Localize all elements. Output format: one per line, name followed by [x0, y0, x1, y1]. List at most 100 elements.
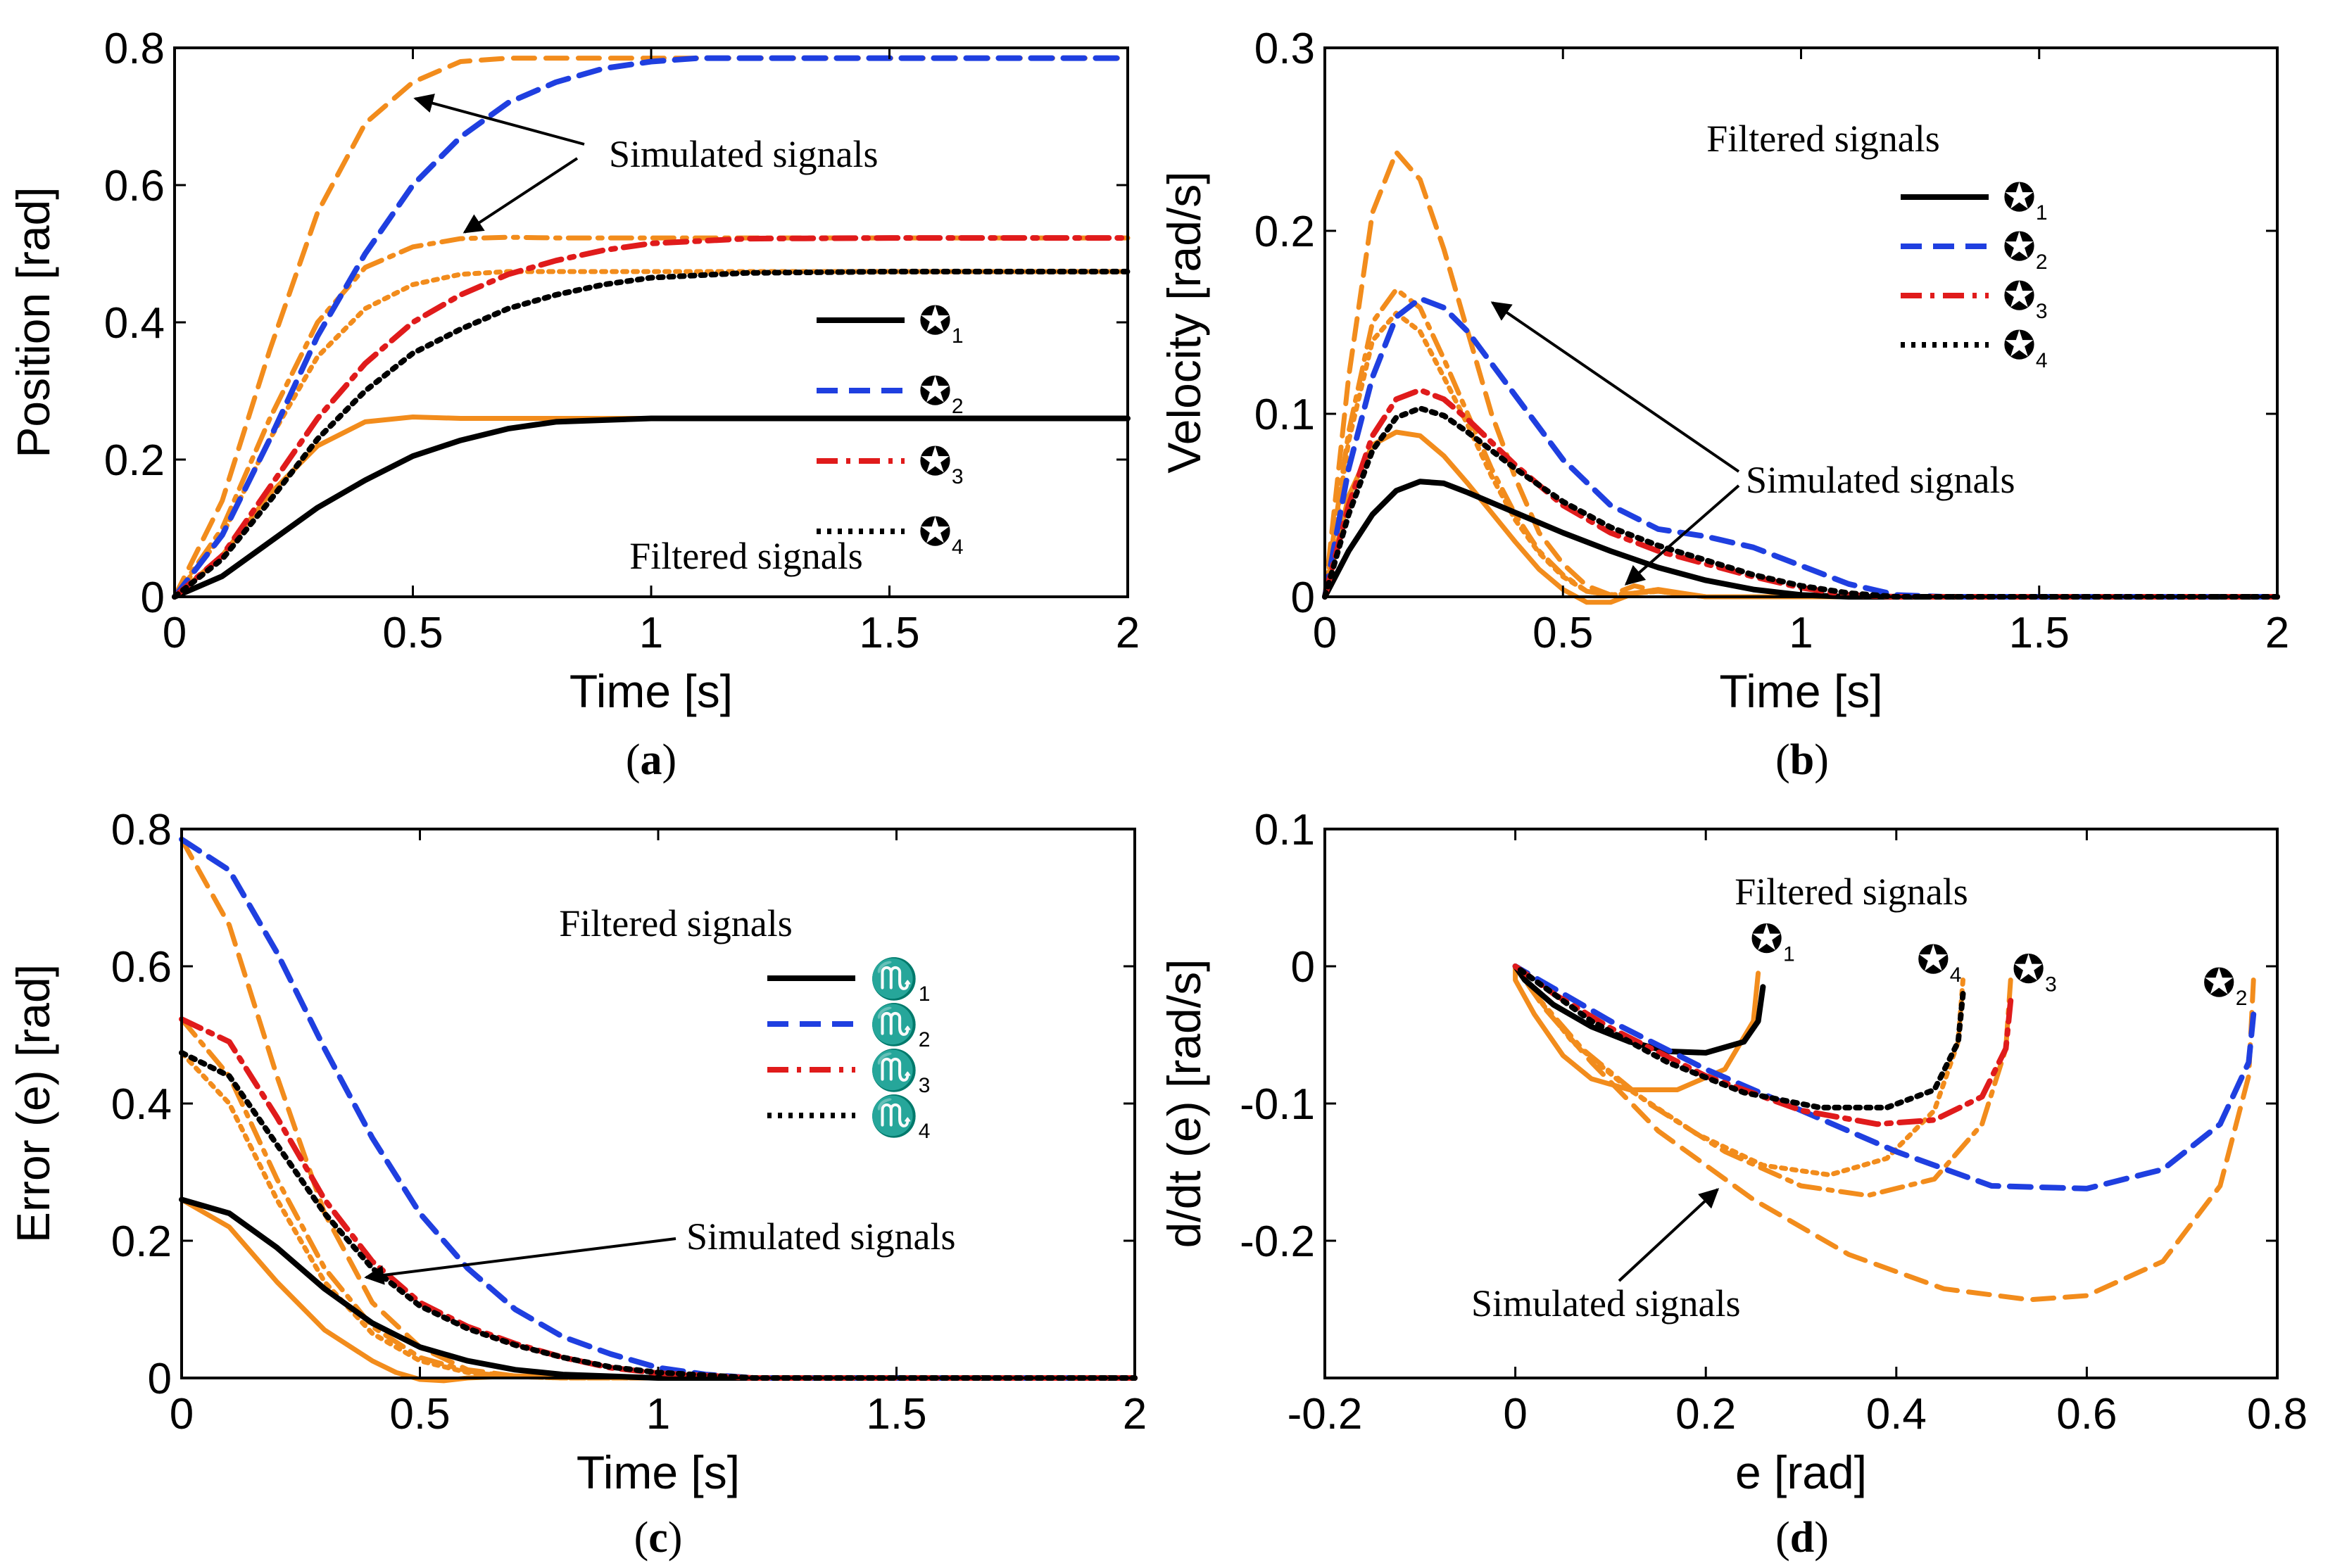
legend-glyph: ✪ [919, 369, 952, 413]
series-line-filtered-3 [1322, 387, 2280, 600]
panel-caption: (c) [634, 1514, 683, 1562]
y-axis-label: Error (e) [rad] [7, 964, 59, 1243]
caption-letter: b [1790, 736, 1814, 784]
caption-letter: c [648, 1514, 668, 1562]
series-line-simulated-3 [172, 234, 1131, 600]
panel-b: 0 0.5 1 1.5 2 0 0.1 0.2 0.3 Time [s] Velocity [rad… [1158, 25, 2289, 784]
y-tick-label: 0 [141, 574, 165, 622]
caption-paren: ) [1814, 1514, 1829, 1562]
marker-subscript: 3 [2045, 973, 2057, 996]
x-tick-label: 1.5 [2009, 609, 2070, 657]
panel-c: 0 0.5 1 1.5 2 0 0.2 0.4 0.6 0.8 Time [s] Error (e) … [7, 806, 1147, 1562]
annotation-arrow [1624, 484, 1740, 586]
y-tick-label: 0 [1291, 943, 1315, 992]
x-axis-label: Time [s] [577, 1446, 740, 1498]
x-tick-label: 1 [639, 609, 663, 657]
x-tick-label: 0.4 [1866, 1390, 1927, 1439]
legend-subscript: 3 [2036, 300, 2048, 323]
x-tick-label: 0.5 [382, 609, 443, 657]
legend-subscript: 4 [952, 536, 964, 559]
endpoint-marker: ✪2 [2203, 961, 2248, 1010]
legend-label: ✪2 [919, 369, 964, 418]
x-tick-label: 0.8 [2247, 1390, 2308, 1439]
panel-caption: (b) [1775, 736, 1829, 784]
legend-subscript: 2 [919, 1028, 931, 1051]
y-tick-label: 0.2 [1254, 208, 1315, 256]
y-tick-label: 0.8 [111, 806, 172, 854]
panel-caption: (d) [1775, 1514, 1829, 1562]
series-line-filtered-2 [172, 55, 1131, 600]
series-line-simulated-4 [1513, 963, 1965, 1177]
annotation-arrow [462, 157, 579, 234]
caption-letter: a [641, 736, 662, 784]
annotation-simulated-signals: Simulated signals [1471, 1282, 1740, 1324]
endpoint-marker: ✪4 [1917, 937, 1962, 987]
caption-paren: ) [668, 1514, 683, 1562]
series-line-simulated-2 [1322, 149, 2280, 600]
annotation-arrow [364, 1237, 676, 1285]
legend-glyph: ✪ [919, 510, 952, 554]
legend-subscript: 3 [952, 465, 964, 488]
marker-glyph: ✪ [2012, 947, 2045, 991]
series-line-filtered-3 [172, 235, 1131, 600]
legend-subscript: 4 [2036, 349, 2048, 372]
series-line-filtered-1 [172, 415, 1131, 600]
annotation-simulated-signals: Simulated signals [609, 133, 878, 175]
x-tick-label: 1 [1789, 609, 1813, 657]
legend-label: ✪4 [919, 510, 964, 559]
legend-label: ✪3 [919, 439, 964, 488]
caption-paren: ) [662, 736, 677, 784]
caption-paren: ) [1814, 736, 1829, 784]
annotation-filtered-signals: Filtered signals [1735, 871, 1968, 913]
y-tick-label: 0.4 [104, 299, 165, 348]
endpoint-marker: ✪3 [2012, 947, 2057, 996]
legend-label: ♏3 [869, 1048, 930, 1097]
x-tick-label: 1.5 [866, 1390, 926, 1439]
x-tick-label: 1.5 [859, 609, 919, 657]
legend-subscript: 3 [919, 1074, 931, 1097]
y-tick-label: 0.6 [104, 162, 165, 210]
series-line-filtered-1 [179, 1196, 1138, 1381]
legend-glyph: ♏ [869, 1094, 919, 1139]
caption-paren: ( [634, 1514, 649, 1562]
x-tick-label: 2 [1123, 1390, 1147, 1439]
x-tick-label: 0.6 [2056, 1390, 2117, 1439]
legend-glyph: ♏ [869, 1048, 919, 1093]
legend-subscript: 1 [2036, 201, 2048, 225]
series-line-filtered-2 [1512, 963, 2257, 1191]
marker-subscript: 1 [1783, 943, 1795, 966]
panel-caption: (a) [626, 736, 676, 784]
x-tick-label: 0.5 [389, 1390, 450, 1439]
annotation-arrow [1490, 301, 1740, 473]
y-tick-label: 0.2 [111, 1218, 172, 1266]
y-tick-label: -0.2 [1240, 1218, 1315, 1266]
endpoint-marker: ✪1 [1750, 917, 1795, 966]
legend-subscript: 2 [2036, 251, 2048, 274]
x-tick-label: 2 [1116, 609, 1140, 657]
y-axis-label: d/dt (e) [rad/s] [1158, 959, 1210, 1248]
legend-subscript: 1 [919, 982, 931, 1006]
y-tick-label: -0.1 [1240, 1080, 1315, 1129]
caption-paren: ( [626, 736, 641, 784]
legend-glyph: ♏ [869, 1002, 919, 1047]
y-tick-label: 0.1 [1254, 806, 1315, 854]
series-line-simulated-3 [179, 1016, 1138, 1381]
series-line-filtered-3 [1512, 963, 2014, 1127]
annotation-simulated-signals: Simulated signals [1746, 459, 2015, 501]
series-line-simulated-4 [1322, 310, 2280, 600]
legend-glyph: ✪ [2003, 175, 2036, 220]
legend-label: ♏4 [869, 1094, 930, 1143]
marker-subscript: 4 [1950, 963, 1962, 987]
legend-label: ♏1 [869, 956, 930, 1006]
y-tick-label: 0.6 [111, 943, 172, 992]
annotation-filtered-signals: Filtered signals [559, 902, 792, 944]
x-axis-label: Time [s] [569, 665, 733, 717]
y-axis-label: Position [rad] [7, 186, 59, 457]
x-axis-label: Time [s] [1719, 665, 1882, 717]
y-tick-label: 0.2 [104, 436, 165, 485]
series-line-filtered-4 [1512, 963, 1966, 1111]
panel-a: 0 0.5 1 1.5 2 0 0.2 0.4 0.6 0.8 Time [s] Position [… [7, 25, 1140, 784]
marker-glyph: ✪ [1750, 917, 1783, 961]
legend-label: ✪2 [2003, 225, 2048, 274]
y-tick-label: 0 [1291, 574, 1315, 622]
